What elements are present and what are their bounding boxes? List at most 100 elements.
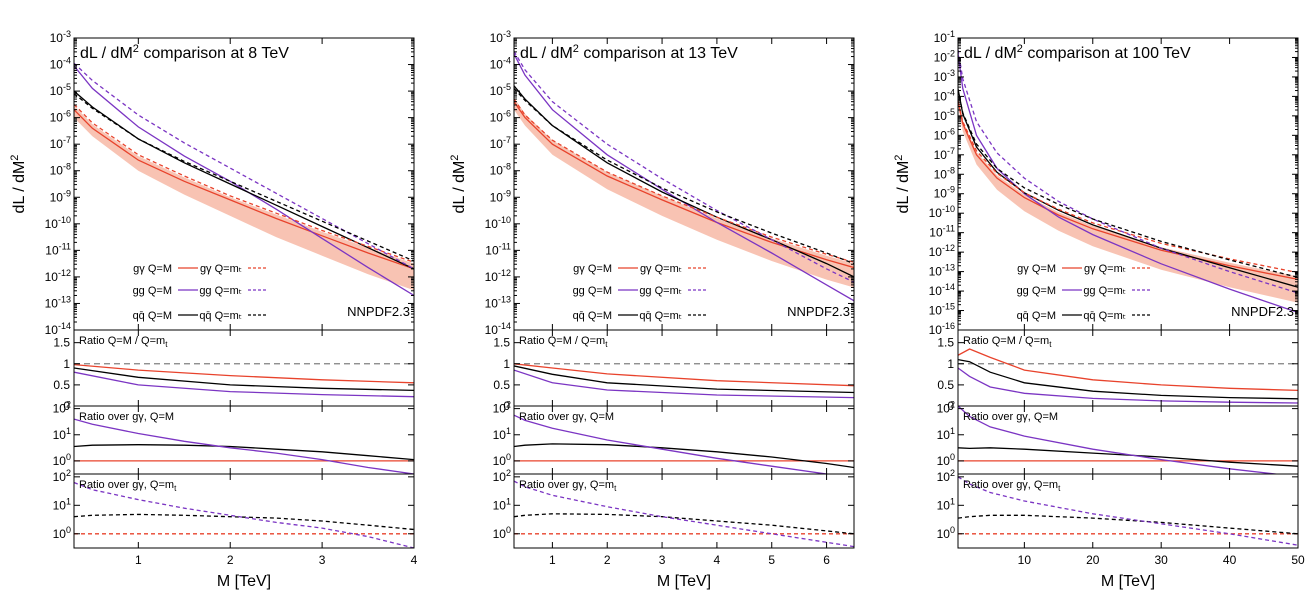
uncertainty-band <box>514 97 854 288</box>
ratio-y-tick-label: 1 <box>947 357 954 371</box>
y-axis-label: dL / dM2 <box>893 155 912 214</box>
y-tick-label: 10-15 <box>929 302 955 318</box>
series-line <box>74 93 414 262</box>
ratio-over-gamma-m-y-tick-label: 102 <box>493 400 511 416</box>
ratio-y-tick-label: 1.5 <box>53 336 70 350</box>
y-tick-label: 10-14 <box>929 282 955 298</box>
ratio-over-gamma-m-y-tick-label: 101 <box>53 426 71 442</box>
x-tick-label: 2 <box>227 553 234 567</box>
ratio-over-gamma-mt-y-tick-label: 101 <box>493 496 511 512</box>
ratio-over-gamma-m-y-tick-label: 101 <box>493 426 511 442</box>
ratio-y-tick-label: 0 <box>63 399 70 413</box>
ratio-over-gamma-m-plot-area <box>958 406 1298 474</box>
x-tick-label: 10 <box>1018 553 1032 567</box>
ratio-line <box>514 363 854 387</box>
ratio-over-gamma-m-line <box>74 444 414 461</box>
legend-label: qq̄ Q=mₜ <box>1083 310 1126 322</box>
ratio-over-gamma-m-y-tick-label: 100 <box>493 452 511 468</box>
y-tick-label: 10-13 <box>45 294 71 310</box>
ratio-y-tick-label: 0 <box>947 399 954 413</box>
ratio-over-gamma-mt-line <box>514 513 854 535</box>
y-tick-label: 10-10 <box>485 215 511 231</box>
legend-label: gg Q=M <box>1017 285 1056 297</box>
y-tick-label: 10-5 <box>50 82 71 98</box>
x-tick-label: 4 <box>411 553 418 567</box>
y-tick-label: 10-12 <box>929 243 955 259</box>
ratio-over-gamma-m-y-tick-label: 100 <box>53 452 71 468</box>
ratio-over-gamma-mt-frame <box>513 473 855 549</box>
ratio-over-gamma-m-line <box>958 406 1281 474</box>
ratio-y-tick-label: 0.5 <box>937 378 954 392</box>
series-line <box>514 98 854 263</box>
pdf-set-label: NNPDF2.3 <box>1231 304 1294 319</box>
y-tick-label: 10-6 <box>490 109 511 125</box>
legend: gγ Q=M gγ Q=mₜ gg Q=M gg Q=mₜ qq̄ Q=M qq̄ Q=m… <box>1017 263 1152 322</box>
ratio-y-tick-label: 0.5 <box>53 378 70 392</box>
series-line <box>958 49 1298 294</box>
y-tick-label: 10-4 <box>50 56 71 72</box>
y-tick-label: 10-3 <box>50 29 71 45</box>
y-tick-label: 10-11 <box>485 241 511 257</box>
series-line <box>514 53 854 302</box>
ratio-panel-label: Ratio Q=M / Q=mt <box>519 335 608 349</box>
y-tick-label: 10-7 <box>490 135 511 151</box>
ratio-over-gamma-m-y-tick-label: 102 <box>53 400 71 416</box>
x-tick-label: 4 <box>714 553 721 567</box>
y-tick-label: 10-2 <box>934 48 955 64</box>
ratio-over-gamma-mt-line <box>958 514 1298 535</box>
y-tick-label: 10-9 <box>934 185 955 201</box>
x-axis-label: M [TeV] <box>1101 573 1155 590</box>
y-tick-label: 10-14 <box>45 321 71 337</box>
y-tick-label: 10-12 <box>45 268 71 284</box>
y-tick-label: 10-13 <box>485 294 511 310</box>
chart-title: dL / dM2 comparison at 13 TeV <box>520 43 738 62</box>
ratio-over-gamma-mt-y-tick-label: 102 <box>53 468 71 484</box>
y-tick-label: 10-9 <box>490 188 511 204</box>
chart-title: dL / dM2 comparison at 8 TeV <box>80 43 289 62</box>
ratio-over-gamma-m-plot-area <box>74 418 414 474</box>
ratio-line <box>958 358 1298 400</box>
legend-label: gγ Q=M <box>1017 263 1056 275</box>
uncertainty-band <box>958 97 1298 303</box>
legend-label: gg Q=M <box>133 285 172 297</box>
chart-panel-1: 10-14 10-13 10-12 10-11 10-10 10-9 10-8 10-7 10-… <box>9 29 418 590</box>
ratio-over-gamma-m-y-tick-label: 100 <box>937 452 955 468</box>
ratio-over-gamma-mt-label: Ratio over gγ, Q=mt <box>519 479 617 493</box>
ratio-over-gamma-mt-plot-area <box>958 476 1298 546</box>
x-tick-label: 3 <box>319 553 326 567</box>
y-tick-label: 10-5 <box>490 82 511 98</box>
ratio-line <box>514 369 854 399</box>
ratio-over-gamma-m-plot-area <box>514 414 854 474</box>
x-axis-label: M [TeV] <box>217 573 271 590</box>
pdf-set-label: NNPDF2.3 <box>787 304 850 319</box>
legend-label: qq̄ Q=M <box>133 310 172 322</box>
x-tick-label: 2 <box>604 553 611 567</box>
main-plot-area <box>514 50 854 302</box>
y-axis-label: dL / dM2 <box>449 155 468 214</box>
chart-panel-3: 10-1610-1510-1410-1310-1210-1110-1010-91… <box>893 29 1305 590</box>
ratio-over-gamma-mt-line <box>74 481 414 548</box>
x-tick-label: 30 <box>1154 553 1168 567</box>
legend-label: gγ Q=mₜ <box>1084 263 1126 275</box>
ratio-y-tick-label: 0.5 <box>493 378 510 392</box>
legend-label: gγ Q=M <box>573 263 612 275</box>
ratio-panel-label: Ratio Q=M / Q=mt <box>79 335 168 349</box>
y-axis-label: dL / dM2 <box>9 155 28 214</box>
ratio-y-tick-label: 1.5 <box>937 336 954 350</box>
chart-title: dL / dM2 comparison at 100 TeV <box>964 43 1191 62</box>
x-tick-label: 3 <box>659 553 666 567</box>
y-tick-label: 10-7 <box>934 146 955 162</box>
ratio-over-gamma-mt-y-tick-label: 101 <box>53 496 71 512</box>
ratio-over-gamma-mt-y-tick-label: 102 <box>493 468 511 484</box>
legend-label: gg Q=M <box>573 285 612 297</box>
series-line <box>74 62 414 270</box>
y-tick-label: 10-3 <box>490 29 511 45</box>
x-tick-label: 5 <box>768 553 775 567</box>
ratio-over-gamma-m-label: Ratio over gγ, Q=M <box>79 411 174 423</box>
chart-panel-2: 10-14 10-13 10-12 10-11 10-10 10-9 10-8 10-7 10-… <box>449 29 855 590</box>
series-line <box>514 50 854 283</box>
y-tick-label: 10-9 <box>50 188 71 204</box>
ratio-y-tick-label: 1.5 <box>493 336 510 350</box>
series-line <box>958 53 1298 314</box>
y-tick-label: 10-7 <box>50 135 71 151</box>
